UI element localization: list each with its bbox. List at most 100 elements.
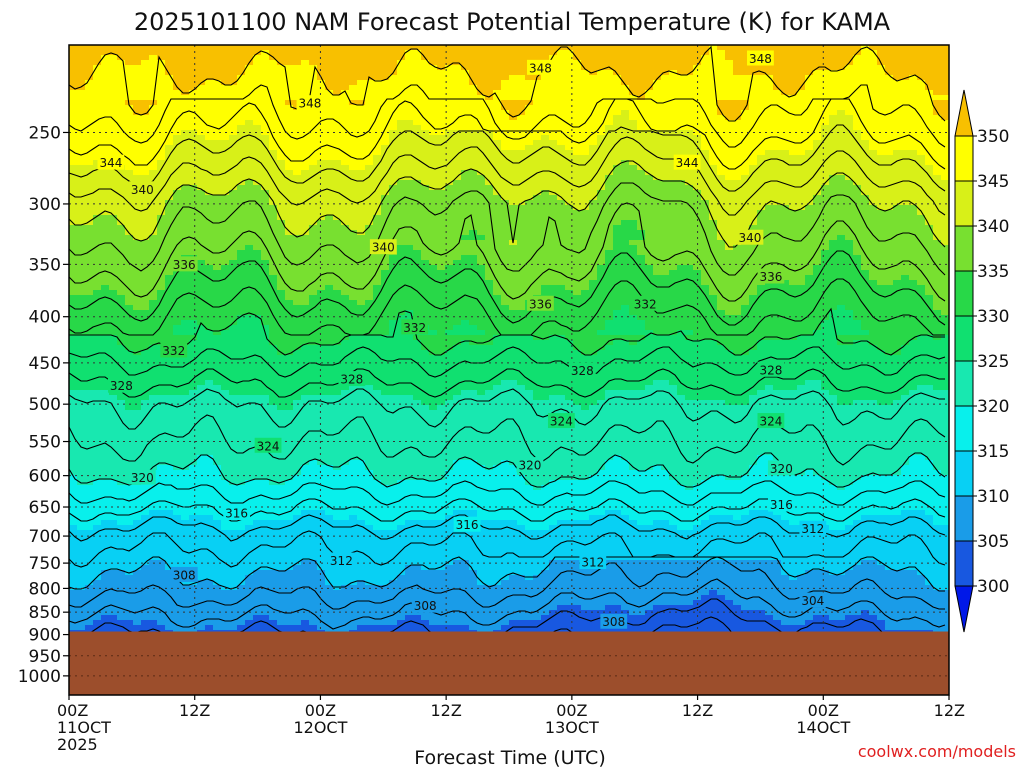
y-tick-label: 500 <box>29 395 61 415</box>
contour-label-bg <box>736 229 764 245</box>
contour-label-text: 324 <box>759 415 782 429</box>
y-tick-label: 800 <box>29 579 61 599</box>
contour-label: 316 <box>453 516 481 532</box>
contour-label-text: 340 <box>372 241 395 255</box>
colorbar-band <box>954 135 974 182</box>
contour-label-text: 316 <box>225 506 248 520</box>
x-tick-label: 00Z <box>305 701 336 720</box>
contour-label-text: 336 <box>173 258 196 272</box>
contour-label-text: 348 <box>529 61 552 75</box>
contour-label-text: 312 <box>330 554 353 568</box>
x-axis-label: Forecast Time (UTC) <box>414 747 605 768</box>
x-tick-label: 12Z <box>682 701 713 720</box>
contour-label-bg <box>223 504 251 520</box>
colorbar-band <box>954 495 974 542</box>
contour-label-bg <box>170 256 198 272</box>
contour-label-text: 316 <box>770 498 793 512</box>
colorbar-tick-label: 325 <box>977 352 1009 372</box>
contour-label-text: 328 <box>571 364 594 378</box>
colorbar-tick-label: 335 <box>977 262 1009 282</box>
chart-title: 2025101100 NAM Forecast Potential Temper… <box>134 8 891 36</box>
contour-label-text: 312 <box>801 522 824 536</box>
contour-label-text: 308 <box>602 615 625 629</box>
contour-label-bg <box>579 554 607 570</box>
contour-label-text: 328 <box>110 379 133 393</box>
colorbar-band <box>954 315 974 362</box>
contour-label-bg <box>757 268 785 284</box>
colorbar-band <box>954 270 974 317</box>
contour-label-bg <box>327 552 355 568</box>
contour-label-bg <box>128 469 156 485</box>
colorbar-extend-bottom <box>954 585 974 633</box>
contour-label-bg <box>527 59 554 75</box>
colorbar-extend-top <box>954 89 974 137</box>
contour-label: 320 <box>767 460 795 476</box>
x-tick-label: 12Z <box>934 701 965 720</box>
contour-label-bg <box>757 361 785 377</box>
contour-label-text: 348 <box>749 52 772 66</box>
contour-label-bg <box>453 516 481 532</box>
contour-label: 336 <box>757 268 785 284</box>
contour-label-text: 340 <box>131 183 154 197</box>
colorbar-band <box>954 225 974 272</box>
contour-label-text: 320 <box>131 471 154 485</box>
x-tick-label: 11OCT <box>57 718 111 737</box>
colorbar-band <box>954 540 974 587</box>
x-tick-label: 12Z <box>179 701 210 720</box>
y-tick-label: 400 <box>29 308 61 328</box>
x-tick-label: 00Z <box>556 701 587 720</box>
contour-label-bg <box>254 437 282 453</box>
colorbar-band <box>954 405 974 452</box>
contour-label-text: 344 <box>99 156 122 170</box>
contour-lines <box>69 45 946 662</box>
contour-label-bg <box>516 457 544 473</box>
contour-label: 344 <box>97 154 125 170</box>
contour-label: 312 <box>579 554 607 570</box>
contour-label: 328 <box>338 371 366 387</box>
contour-label: 312 <box>327 552 355 568</box>
contour-label: 340 <box>736 229 764 245</box>
x-tick-label: 13OCT <box>545 718 599 737</box>
contour-label: 320 <box>128 469 156 485</box>
colorbar-tick-label: 350 <box>977 127 1009 147</box>
contour-label: 316 <box>767 496 795 512</box>
contour-label-text: 308 <box>173 568 196 582</box>
contour-label-bg <box>673 154 701 170</box>
contour-label-bg <box>296 95 324 111</box>
y-tick-label: 600 <box>29 467 61 487</box>
terrain <box>69 631 949 695</box>
contour-label-bg <box>160 342 188 358</box>
contour-label: 340 <box>369 239 397 255</box>
y-tick-label: 300 <box>29 195 61 215</box>
contour-label-text: 328 <box>340 373 363 387</box>
y-axis: 250 300 350 400 450 500 550 600 650 700 750 800 850 9… <box>18 123 69 687</box>
colorbar-tick-label: 305 <box>977 532 1009 552</box>
contour-label-bg <box>747 50 774 66</box>
y-tick-label: 750 <box>29 554 61 574</box>
credit-text: coolwx.com/models <box>858 742 1016 761</box>
contour-label-bg <box>568 362 596 378</box>
contour-label-text: 308 <box>414 599 437 613</box>
colorbar-tick-label: 345 <box>977 172 1009 192</box>
contour-label-bg <box>600 613 628 629</box>
contour-label: 312 <box>799 520 827 536</box>
contour-label-bg <box>547 413 575 429</box>
x-tick-label: 00Z <box>808 701 839 720</box>
contour-label-bg <box>527 295 554 311</box>
contour-label-bg <box>767 460 795 476</box>
x-tick-label: 14OCT <box>796 718 850 737</box>
contour-label-bg <box>799 520 827 536</box>
y-tick-label: 350 <box>29 255 61 275</box>
contour-label-text: 304 <box>801 594 824 608</box>
colorbar-band <box>954 450 974 497</box>
y-tick-label: 850 <box>29 603 61 623</box>
contour-label-text: 320 <box>518 459 541 473</box>
contour-label-bg <box>631 295 659 311</box>
x-tick-label: 00Z <box>57 701 88 720</box>
contour-label-bg <box>401 319 429 335</box>
contour-label-text: 324 <box>257 439 280 453</box>
contour-label-text: 316 <box>456 518 479 532</box>
contour-label: 328 <box>757 361 785 377</box>
